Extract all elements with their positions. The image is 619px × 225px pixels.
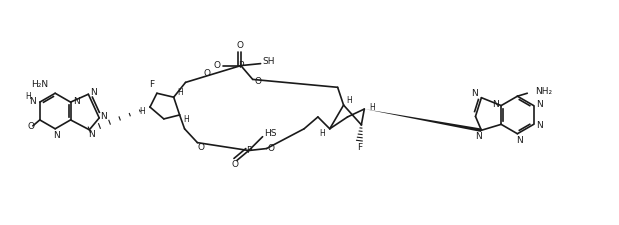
Text: H: H [319, 129, 325, 138]
Text: N: N [30, 97, 37, 106]
Text: H₂N: H₂N [31, 80, 48, 89]
Text: O: O [204, 70, 211, 79]
Text: H: H [184, 115, 189, 124]
Text: N: N [73, 97, 80, 106]
Text: N: N [471, 89, 478, 98]
Text: SH: SH [262, 57, 275, 66]
Text: P: P [238, 61, 243, 70]
Text: N: N [516, 136, 523, 145]
Text: N: N [492, 100, 498, 109]
Text: N: N [475, 132, 482, 141]
Text: O: O [27, 122, 35, 131]
Text: N: N [90, 88, 97, 97]
Text: N: N [88, 130, 95, 139]
Text: F: F [357, 143, 362, 152]
Polygon shape [365, 109, 482, 132]
Text: P: P [246, 146, 251, 155]
Text: N: N [53, 131, 59, 140]
Text: NH₂: NH₂ [535, 87, 552, 96]
Text: N: N [100, 112, 106, 122]
Text: N: N [536, 100, 543, 109]
Text: O: O [268, 144, 275, 153]
Text: O: O [254, 77, 261, 86]
Text: H: H [25, 92, 31, 101]
Text: O: O [236, 41, 243, 50]
Text: H: H [370, 103, 375, 112]
Text: H: H [347, 96, 352, 105]
Text: O: O [232, 160, 238, 169]
Text: O: O [198, 143, 205, 152]
Text: O: O [214, 61, 220, 70]
Text: N: N [536, 121, 543, 130]
Text: H: H [139, 106, 145, 115]
Text: H: H [178, 88, 183, 97]
Text: HS: HS [264, 129, 277, 138]
Text: F: F [149, 80, 155, 89]
